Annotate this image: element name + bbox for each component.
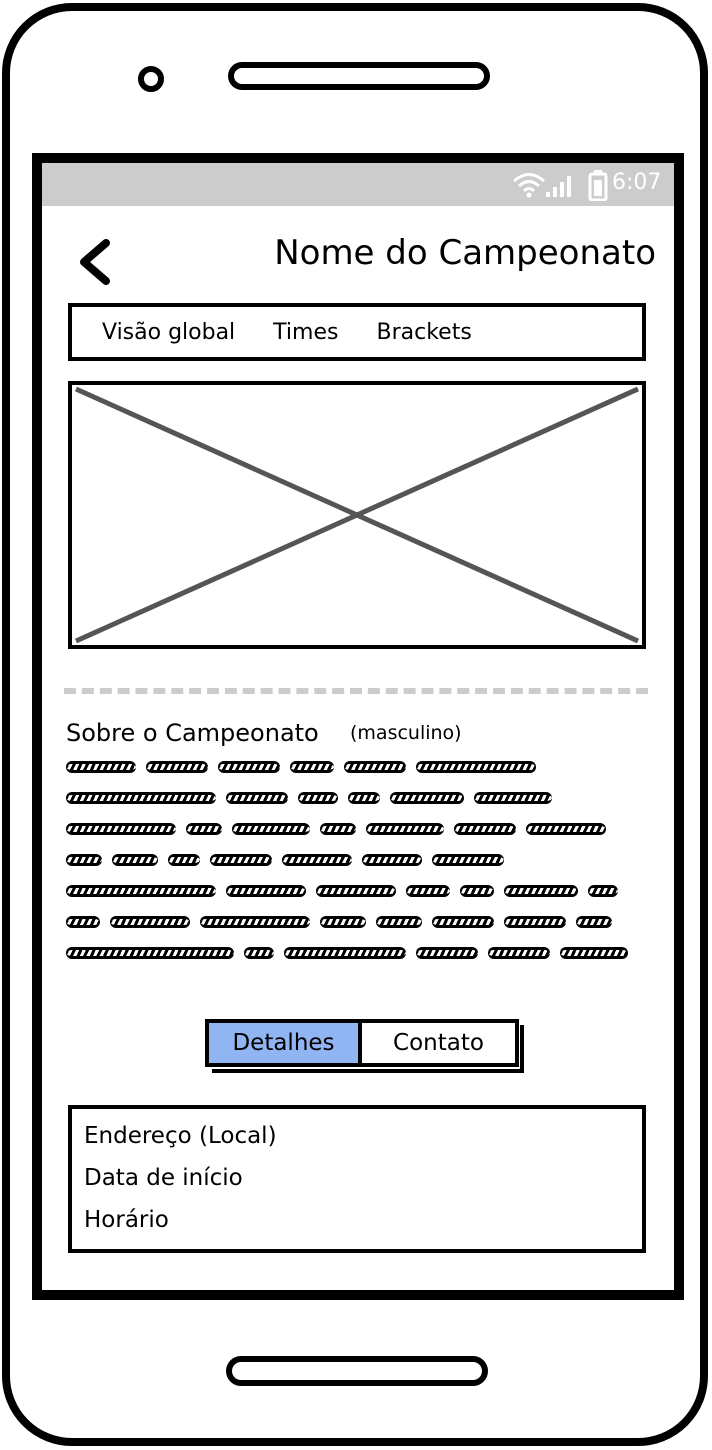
detail-time: Horário <box>84 1207 169 1233</box>
scribble-line <box>66 854 646 868</box>
detail-address: Endereço (Local) <box>84 1123 277 1149</box>
wifi-icon <box>513 173 545 198</box>
battery-icon <box>588 170 608 201</box>
camera-icon <box>138 66 164 92</box>
segment-details-button[interactable]: Detalhes <box>209 1023 362 1063</box>
placeholder-cross-icon <box>74 386 640 644</box>
phone-screen: 6:07 Nome do Campeonato Visão global Tim… <box>32 153 684 1300</box>
segment-contact-button[interactable]: Contato <box>393 1030 484 1056</box>
page-title: Nome do Campeonato <box>274 233 656 273</box>
segmented-shadow <box>212 1025 524 1073</box>
details-panel: Endereço (Local) Data de início Horário <box>68 1105 646 1253</box>
status-time: 6:07 <box>612 170 662 195</box>
status-bar: 6:07 <box>42 163 674 206</box>
scribble-line <box>66 916 646 930</box>
about-description-placeholder <box>66 761 646 978</box>
speaker-grille <box>228 62 490 90</box>
scribble-line <box>66 947 646 961</box>
about-tag: (masculino) <box>350 722 462 744</box>
section-divider <box>64 688 648 694</box>
segmented-control: Detalhes Contato <box>205 1019 519 1067</box>
scribble-line <box>66 761 646 775</box>
tab-teams[interactable]: Times <box>273 319 339 345</box>
signal-icon <box>546 176 571 197</box>
image-placeholder <box>68 381 646 649</box>
scribble-line <box>66 823 646 837</box>
tab-brackets[interactable]: Brackets <box>376 319 472 345</box>
tab-bar: Visão global Times Brackets <box>68 303 646 361</box>
tab-overview[interactable]: Visão global <box>102 319 236 345</box>
about-heading: Sobre o Campeonato <box>66 719 319 747</box>
scribble-line <box>66 792 646 806</box>
detail-start-date: Data de início <box>84 1165 243 1191</box>
scribble-line <box>66 885 646 899</box>
home-button[interactable] <box>226 1356 488 1386</box>
chevron-left-icon[interactable] <box>76 237 114 287</box>
